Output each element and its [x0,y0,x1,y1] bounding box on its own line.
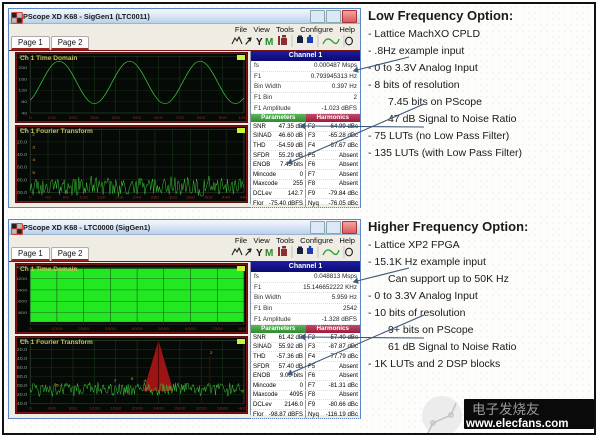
svg-text:0: 0 [29,195,32,199]
svg-text:2000: 2000 [131,406,143,410]
svg-text:600: 600 [154,116,163,120]
svg-text:800: 800 [197,116,206,120]
svg-text:-80.0: -80.0 [17,374,28,379]
svg-text:4000: 4000 [131,327,143,331]
svg-text:-120.0: -120.0 [17,392,28,397]
svg-text:1200: 1200 [89,406,101,410]
svg-text:280: 280 [151,195,160,199]
svg-text:7000: 7000 [212,327,224,331]
svg-text:160: 160 [18,77,27,81]
svg-text:9: 9 [32,170,35,174]
svg-text:80: 80 [63,195,69,199]
svg-text:3000: 3000 [105,327,117,331]
svg-text:40: 40 [21,111,27,115]
svg-text:800: 800 [18,311,27,315]
svg-text:4000: 4000 [238,406,246,410]
svg-text:0: 0 [29,406,32,410]
svg-text:120: 120 [79,195,88,199]
svg-text:M: M [265,37,273,48]
svg-text:7: 7 [114,378,117,382]
svg-text:2400: 2400 [17,288,28,292]
svg-text:-40.0: -40.0 [17,356,28,361]
svg-text:-20.0: -20.0 [17,140,28,145]
svg-text:-60.0: -60.0 [17,365,28,370]
svg-text:1600: 1600 [17,299,28,303]
svg-text:3200: 3200 [17,277,28,281]
svg-text:1000: 1000 [51,327,63,331]
svg-text:400: 400 [47,406,56,410]
svg-text:-100.0: -100.0 [17,383,28,388]
svg-text:4: 4 [32,158,35,162]
svg-text:500: 500 [133,116,142,120]
svg-text:-20.0: -20.0 [17,347,28,352]
svg-text:900: 900 [218,116,227,120]
svg-text:40: 40 [45,195,51,199]
svg-text:100: 100 [47,116,56,120]
svg-text:240: 240 [133,195,142,199]
svg-text:-80.0: -80.0 [17,178,28,183]
svg-text:0: 0 [29,327,32,331]
svg-text:200: 200 [115,195,124,199]
svg-text:Y: Y [256,37,263,48]
svg-text:2400: 2400 [153,406,165,410]
svg-text:2000: 2000 [78,327,90,331]
svg-text:0: 0 [29,116,32,120]
svg-text:700: 700 [176,116,185,120]
svg-text:3200: 3200 [196,406,208,410]
svg-text:200: 200 [69,116,78,120]
svg-text:360: 360 [186,195,195,199]
svg-text:Y: Y [256,248,263,259]
svg-text:1600: 1600 [110,406,122,410]
svg-text:120: 120 [18,88,27,92]
svg-text:3600: 3600 [217,406,229,410]
svg-text:480: 480 [240,195,246,199]
svg-text:440: 440 [222,195,231,199]
svg-text:300: 300 [90,116,99,120]
svg-text:9: 9 [131,377,134,381]
svg-text:400: 400 [111,116,120,120]
svg-text:-140.0: -140.0 [17,401,28,406]
svg-text:2: 2 [210,350,213,354]
svg-text:5000: 5000 [158,327,170,331]
svg-text:-40.0: -40.0 [17,153,28,158]
svg-text:2800: 2800 [174,406,186,410]
svg-text:320: 320 [168,195,177,199]
svg-text:400: 400 [204,195,213,199]
svg-text:M: M [265,248,273,259]
svg-text:80: 80 [21,100,27,104]
svg-text:800: 800 [69,406,78,410]
svg-text:-100.0: -100.0 [17,190,28,195]
svg-text:200: 200 [18,66,27,70]
svg-text:1000: 1000 [238,116,246,120]
svg-text:6000: 6000 [185,327,197,331]
svg-text:-60.0: -60.0 [17,165,28,170]
svg-text:3: 3 [32,145,35,149]
svg-text:160: 160 [97,195,106,199]
